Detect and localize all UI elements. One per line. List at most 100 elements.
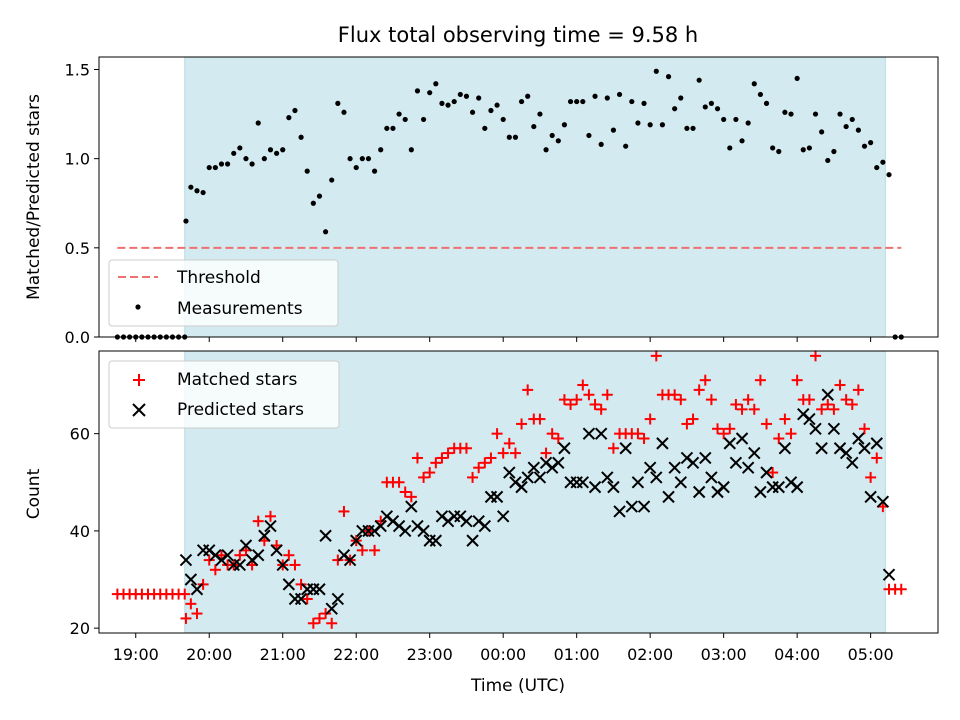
matched-star-point: [803, 394, 815, 406]
predicted-star-point: [729, 456, 743, 470]
measurement-point: [616, 91, 623, 98]
predicted-star-point: [674, 476, 687, 489]
matched-star-point: [540, 447, 552, 459]
measurement-point: [794, 75, 800, 82]
measurement-point: [353, 164, 359, 171]
predicted-star-point: [239, 539, 253, 552]
measurement-point: [347, 156, 353, 162]
x-tick-label: 02:00: [627, 645, 673, 664]
predicted-star-point: [558, 442, 571, 455]
measurement-point: [341, 109, 347, 115]
matched-star-point: [497, 447, 509, 459]
top-y-tick-label: 0.5: [65, 239, 90, 258]
matched-star-point: [834, 379, 846, 391]
matched-star-point: [650, 350, 662, 362]
top-legend-box: [108, 259, 339, 327]
matched-star-point: [724, 423, 736, 435]
predicted-star-point: [668, 461, 681, 474]
matched-star-point: [852, 384, 864, 396]
matched-star-point: [283, 549, 295, 561]
predicted-star-point: [582, 427, 596, 440]
measurement-point: [831, 148, 837, 155]
predicted-star-point: [637, 500, 651, 513]
matched-star-point: [791, 374, 803, 386]
measurement-point: [696, 77, 702, 83]
measurement-point: [237, 145, 243, 151]
measurement-point: [329, 177, 335, 183]
matched-star-point: [552, 433, 564, 445]
measurement-point: [653, 68, 659, 74]
predicted-star-point: [656, 437, 669, 450]
predicted-star-point: [417, 524, 430, 538]
measurement-point: [880, 159, 886, 165]
predicted-star-point: [429, 534, 443, 547]
predicted-star-point: [705, 471, 718, 484]
matched-star-point: [307, 617, 319, 629]
matched-star-point: [816, 403, 828, 415]
measurement-point: [592, 93, 598, 99]
predicted-star-point: [613, 505, 626, 518]
predicted-star-point: [815, 442, 828, 455]
measurement-point: [574, 98, 580, 105]
matched-star-point: [264, 510, 276, 522]
measurement-point: [273, 150, 280, 156]
measurement-point: [647, 122, 653, 128]
predicted-star-point: [723, 437, 736, 450]
matched-star-point: [185, 598, 197, 610]
predicted-star-point: [490, 490, 504, 504]
measurement-point: [549, 132, 555, 139]
matched-star-point: [399, 486, 411, 498]
legend-measurements-label: Measurements: [177, 299, 303, 319]
matched-star-point: [699, 374, 711, 386]
measurement-point: [586, 132, 592, 139]
matched-star-point: [865, 471, 877, 483]
predicted-star-point: [282, 578, 296, 591]
matched-star-point: [571, 394, 583, 406]
measurement-point: [788, 111, 794, 117]
matched-star-point: [736, 403, 748, 415]
matched-star-point: [822, 398, 834, 410]
measurement-point: [292, 107, 298, 114]
predicted-star-point: [858, 442, 871, 455]
measurement-point: [488, 107, 494, 114]
matched-star-point: [356, 544, 368, 556]
matched-star-point: [601, 389, 613, 401]
measurement-point: [445, 102, 451, 108]
measurement-point: [806, 145, 812, 151]
measurement-point: [610, 127, 617, 133]
matched-star-point: [558, 394, 570, 406]
predicted-star-point: [864, 490, 877, 504]
measurement-point: [261, 156, 267, 162]
matched-star-point: [424, 467, 436, 479]
measurement-point: [874, 164, 880, 171]
matched-star-point: [313, 612, 325, 624]
measurement-point: [580, 98, 586, 105]
measurement-point: [537, 111, 543, 117]
predicted-star-point: [478, 519, 492, 533]
measurement-point: [316, 193, 323, 199]
bottom-y-axis-label: Count: [24, 468, 44, 519]
matched-star-point: [460, 442, 472, 454]
measurement-point: [231, 150, 237, 156]
matched-star-point: [644, 413, 656, 425]
measurement-point: [843, 123, 849, 130]
measurement-point: [868, 140, 874, 146]
measurement-point: [555, 138, 561, 144]
measurement-point: [482, 125, 488, 131]
x-tick-label: 19:00: [113, 645, 159, 664]
measurement-point: [433, 81, 439, 87]
matched-star-point: [234, 549, 246, 561]
measurement-point: [378, 147, 384, 153]
measurement-point: [672, 106, 678, 112]
measurement-point: [463, 93, 470, 99]
predicted-star-point: [821, 388, 834, 401]
measurement-point: [384, 125, 390, 131]
matched-star-point: [638, 433, 650, 445]
matched-star-point: [393, 476, 405, 488]
predicted-star-point: [846, 456, 859, 470]
legend-matched-swatch: [133, 374, 145, 386]
measurement-point: [629, 98, 635, 105]
x-axis-label: Time (UTC): [470, 676, 565, 696]
measurement-point: [727, 145, 733, 151]
